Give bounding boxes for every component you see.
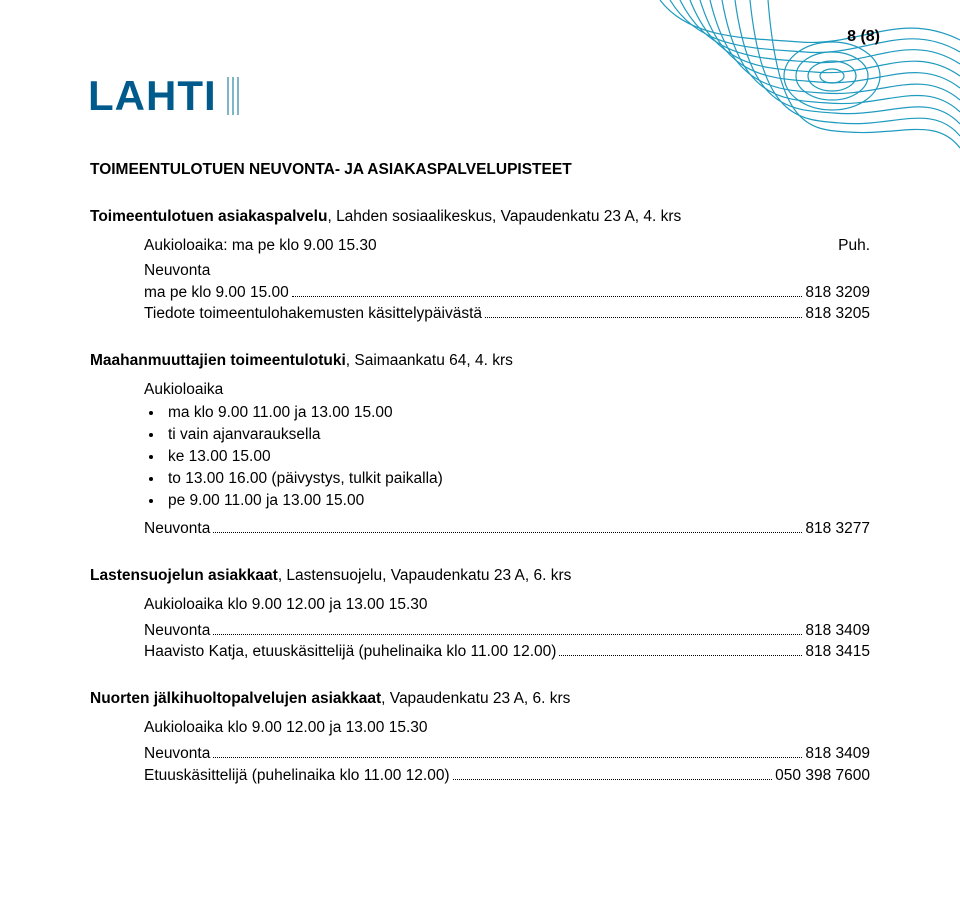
- s2-hours-label: Aukioloaika: [90, 380, 870, 401]
- logo-lines-icon: [227, 77, 242, 115]
- s1-title: Toimeentulotuen asiakaspalvelu, Lahden s…: [90, 207, 870, 228]
- dots-icon: [213, 620, 802, 635]
- s3-hours: Aukioloaika klo 9.00 12.00 ja 13.00 15.3…: [90, 595, 870, 616]
- s2-title-rest: , Saimaankatu 64, 4. krs: [346, 352, 513, 369]
- s4-title-rest: , Vapaudenkatu 23 A, 6. krs: [381, 690, 570, 707]
- dots-icon: [485, 304, 802, 319]
- s4-line2: Etuuskäsittelijä (puhelinaika klo 11.00 …: [90, 765, 870, 787]
- s1-line2-lead: Tiedote toimeentulohakemusten käsittelyp…: [144, 304, 482, 325]
- s1-title-rest: , Lahden sosiaalikeskus, Vapaudenkatu 23…: [327, 208, 681, 225]
- list-item: to 13.00 16.00 (päivystys, tulkit paikal…: [164, 469, 870, 490]
- dots-icon: [213, 743, 802, 758]
- s1-hours: Aukioloaika: ma pe klo 9.00 15.30: [144, 236, 377, 257]
- list-item: ma klo 9.00 11.00 ja 13.00 15.00: [164, 403, 870, 424]
- s4-title: Nuorten jälkihuoltopalvelujen asiakkaat,…: [90, 689, 870, 710]
- s1-line2-tail: 818 3205: [805, 304, 870, 325]
- s1-line1: ma pe klo 9.00 15.00 818 3209: [90, 282, 870, 304]
- s1-line2: Tiedote toimeentulohakemusten käsittelyp…: [90, 304, 870, 326]
- s1-title-bold: Toimeentulotuen asiakaspalvelu: [90, 208, 327, 225]
- s1-puh: Puh.: [838, 236, 870, 257]
- s2-line1-tail: 818 3277: [805, 519, 870, 540]
- page-number: 8 (8): [847, 28, 880, 46]
- document-body: TOIMEENTULOTUEN NEUVONTA- JA ASIAKASPALV…: [0, 0, 960, 827]
- s3-line2: Haavisto Katja, etuuskäsittelijä (puheli…: [90, 641, 870, 663]
- s2-title: Maahanmuuttajien toimeentulotuki, Saimaa…: [90, 351, 870, 372]
- s1-hours-row: Aukioloaika: ma pe klo 9.00 15.30 Puh.: [90, 236, 870, 257]
- s3-title-bold: Lastensuojelun asiakkaat: [90, 567, 278, 584]
- s1-line1-tail: 818 3209: [805, 283, 870, 304]
- s3-line1-lead: Neuvonta: [144, 621, 210, 642]
- s2-bullets: ma klo 9.00 11.00 ja 13.00 15.00 ti vain…: [90, 403, 870, 512]
- dots-icon: [292, 282, 803, 297]
- s3-line1-tail: 818 3409: [805, 621, 870, 642]
- s4-line2-lead: Etuuskäsittelijä (puhelinaika klo 11.00 …: [144, 766, 450, 787]
- s2-line1-lead: Neuvonta: [144, 519, 210, 540]
- list-item: pe 9.00 11.00 ja 13.00 15.00: [164, 491, 870, 512]
- s3-line2-tail: 818 3415: [805, 642, 870, 663]
- s3-line1: Neuvonta 818 3409: [90, 620, 870, 642]
- s4-line1-lead: Neuvonta: [144, 744, 210, 765]
- s3-title-rest: , Lastensuojelu, Vapaudenkatu 23 A, 6. k…: [278, 567, 572, 584]
- s2-title-bold: Maahanmuuttajien toimeentulotuki: [90, 352, 346, 369]
- lahti-logo: LAHTI: [88, 72, 242, 120]
- dots-icon: [453, 765, 773, 780]
- s4-hours: Aukioloaika klo 9.00 12.00 ja 13.00 15.3…: [90, 718, 870, 739]
- s1-line1-lead: ma pe klo 9.00 15.00: [144, 283, 289, 304]
- s3-title: Lastensuojelun asiakkaat, Lastensuojelu,…: [90, 566, 870, 587]
- dots-icon: [559, 641, 802, 656]
- s4-line2-tail: 050 398 7600: [775, 766, 870, 787]
- dots-icon: [213, 518, 802, 533]
- s4-line1: Neuvonta 818 3409: [90, 743, 870, 765]
- s2-line1: Neuvonta 818 3277: [90, 518, 870, 540]
- s4-line1-tail: 818 3409: [805, 744, 870, 765]
- s3-line2-lead: Haavisto Katja, etuuskäsittelijä (puheli…: [144, 642, 556, 663]
- s1-neuvonta-label: Neuvonta: [90, 261, 870, 282]
- list-item: ke 13.00 15.00: [164, 447, 870, 468]
- list-item: ti vain ajanvarauksella: [164, 425, 870, 446]
- logo-text: LAHTI: [88, 72, 217, 120]
- s4-title-bold: Nuorten jälkihuoltopalvelujen asiakkaat: [90, 690, 381, 707]
- main-title: TOIMEENTULOTUEN NEUVONTA- JA ASIAKASPALV…: [90, 160, 870, 181]
